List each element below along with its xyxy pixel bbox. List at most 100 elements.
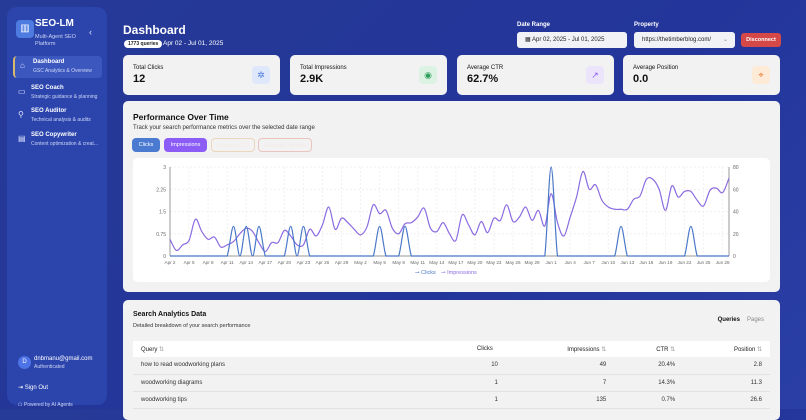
brand-subtitle: Multi-Agent SEO Platform xyxy=(35,34,76,47)
sidebar-item-seo-copywriter[interactable]: ▤ SEO Copywriter Content optimization & cr… xyxy=(13,129,102,151)
x-tick-label: Jun 10 xyxy=(601,260,615,265)
tab-pages[interactable]: Pages xyxy=(746,317,764,323)
table-row[interactable]: woodworking diagrams 1 7 14.3% 11.3 xyxy=(133,374,770,392)
sidebar-item-dashboard[interactable]: ⌂ Dashboard GSC Analytics & Overview xyxy=(13,56,102,78)
x-tick-label: Jun 13 xyxy=(620,260,634,265)
performance-card: Performance Over Time Track your search … xyxy=(123,101,780,292)
y-left-tick-label: 0.75 xyxy=(156,232,166,238)
sort-icon: ⇅ xyxy=(159,346,165,353)
sign-out-label: Sign Out xyxy=(24,385,49,391)
x-tick-label: May 2 xyxy=(354,260,367,265)
sort-icon: ⇅ xyxy=(601,346,607,353)
search-icon: ⚲ xyxy=(18,110,24,119)
cell-ctr: 0.7% xyxy=(614,391,684,409)
x-tick-label: Apr 11 xyxy=(221,260,235,265)
avatar: D xyxy=(18,356,31,369)
col-label: Clicks xyxy=(476,346,493,352)
stat-label: Average Position xyxy=(633,65,679,71)
col-label: Impressions xyxy=(567,346,600,353)
sign-out-button[interactable]: ⇥ Sign Out xyxy=(18,384,48,391)
impressions-line xyxy=(169,170,730,253)
clicks-line xyxy=(170,166,729,257)
map-pin-icon: ⌖ xyxy=(752,66,770,84)
home-icon: ⌂ xyxy=(20,61,25,70)
legend-clicks: ⊸ Clicks xyxy=(415,270,436,276)
performance-title: Performance Over Time xyxy=(133,112,229,122)
cell-position: 26.6 xyxy=(683,391,770,409)
cell-clicks: 10 xyxy=(433,357,506,375)
x-tick-label: Apr 14 xyxy=(239,260,253,265)
table-row[interactable]: woodworking tips 1 135 0.7% 26.6 xyxy=(133,391,770,409)
y-left-tick-label: 2.25 xyxy=(156,187,166,193)
col-ctr[interactable]: CTR ⇅ xyxy=(614,341,684,357)
date-span: Apr 02 - Jul 01, 2025 xyxy=(163,40,224,47)
bar-chart-icon: ▥ xyxy=(16,20,34,38)
stat-label: Total Clicks xyxy=(133,65,164,71)
nav-sub: Content optimization & creat... xyxy=(31,141,98,147)
col-label: Query xyxy=(141,346,158,353)
y-right-tick-label: 60 xyxy=(733,187,739,193)
x-tick-label: Apr 17 xyxy=(259,260,273,265)
cell-ctr: 14.3% xyxy=(614,374,684,392)
y-right-tick-label: 20 xyxy=(733,232,739,238)
cell-clicks: 1 xyxy=(433,374,506,392)
x-tick-label: Apr 20 xyxy=(278,260,292,265)
col-clicks[interactable]: Clicks xyxy=(433,341,506,357)
analytics-card: Search Analytics Data Detailed breakdown… xyxy=(123,300,780,420)
nav-label: SEO Coach xyxy=(31,85,64,91)
stat-average-ctr: Average CTR 62.7% ↗ xyxy=(457,55,614,95)
col-query[interactable]: Query ⇅ xyxy=(133,341,433,357)
y-left-tick-label: 1.5 xyxy=(159,210,166,216)
col-impressions[interactable]: Impressions ⇅ xyxy=(505,341,615,357)
sidebar-item-seo-coach[interactable]: ▭ SEO Coach Strategic guidance & planning xyxy=(13,82,102,104)
x-tick-label: Jun 4 xyxy=(565,260,577,265)
property-select[interactable]: https://thetimberblog.com/ ⌄ xyxy=(634,32,735,48)
tab-queries[interactable]: Queries xyxy=(717,317,740,323)
sign-out-icon: ⇥ xyxy=(18,385,25,391)
cell-query: woodworking diagrams xyxy=(133,374,433,392)
document-icon: ▤ xyxy=(18,134,26,143)
toggle-average-ctr[interactable]: Average CTR xyxy=(211,138,255,152)
stat-value: 62.7% xyxy=(467,73,499,85)
x-tick-label: Jun 19 xyxy=(659,260,673,265)
cell-position: 2.8 xyxy=(683,357,770,375)
x-tick-label: May 11 xyxy=(410,260,425,265)
nav-sub: GSC Analytics & Overview xyxy=(33,68,92,74)
page-title: Dashboard xyxy=(123,23,186,37)
nav-label: SEO Copywriter xyxy=(31,132,77,138)
analytics-subtitle: Detailed breakdown of your search perfor… xyxy=(133,323,251,329)
sparkle-icon: ✲ xyxy=(252,66,270,84)
toggle-average-position[interactable]: Average Position xyxy=(258,138,312,152)
x-tick-label: Apr 2 xyxy=(165,260,176,265)
sidebar-item-seo-auditor[interactable]: ⚲ SEO Auditor Technical analysis & audits xyxy=(13,105,102,127)
x-tick-label: Apr 29 xyxy=(335,260,349,265)
performance-subtitle: Track your search performance metrics ov… xyxy=(133,125,315,131)
cell-clicks: 1 xyxy=(433,391,506,409)
x-tick-label: Jun 25 xyxy=(697,260,711,265)
x-tick-label: Apr 8 xyxy=(203,260,214,265)
analytics-table: Query ⇅ Clicks Impressions ⇅ CTR ⇅ Posit… xyxy=(133,341,770,409)
eye-icon: ◉ xyxy=(419,66,437,84)
x-tick-label: Jun 1 xyxy=(546,260,558,265)
user-status: Authenticated xyxy=(34,364,65,370)
cell-impressions: 7 xyxy=(505,374,615,392)
date-range-picker[interactable]: ▦ Apr 02, 2025 - Jul 01, 2025 xyxy=(517,32,627,48)
legend-impressions: ⊸ Impressions xyxy=(441,270,477,276)
x-tick-label: Apr 5 xyxy=(184,260,195,265)
disconnect-button[interactable]: Disconnect xyxy=(741,33,781,47)
y-right-tick-label: 40 xyxy=(733,210,739,216)
x-tick-label: May 5 xyxy=(373,260,386,265)
trending-up-icon: ↗ xyxy=(586,66,604,84)
stat-total-impressions: Total Impressions 2.9K ◉ xyxy=(290,55,447,95)
sidebar: ▥ SEO-LM Multi-Agent SEO Platform ‹ ⌂ Das… xyxy=(7,7,107,408)
stat-value: 12 xyxy=(133,73,146,85)
analytics-title: Search Analytics Data xyxy=(133,311,207,318)
chevron-left-icon[interactable]: ‹ xyxy=(89,27,92,37)
toggle-impressions[interactable]: Impressions xyxy=(164,138,207,152)
col-position[interactable]: Position ⇅ xyxy=(683,341,770,357)
x-tick-label: Apr 26 xyxy=(316,260,330,265)
user-email: dnbmanu@gmail.com xyxy=(34,356,93,362)
date-range-value: Apr 02, 2025 - Jul 01, 2025 xyxy=(532,37,605,43)
table-row[interactable]: how to read woodworking plans 10 49 20.4% 2.… xyxy=(133,357,770,375)
toggle-clicks[interactable]: Clicks xyxy=(132,138,160,152)
